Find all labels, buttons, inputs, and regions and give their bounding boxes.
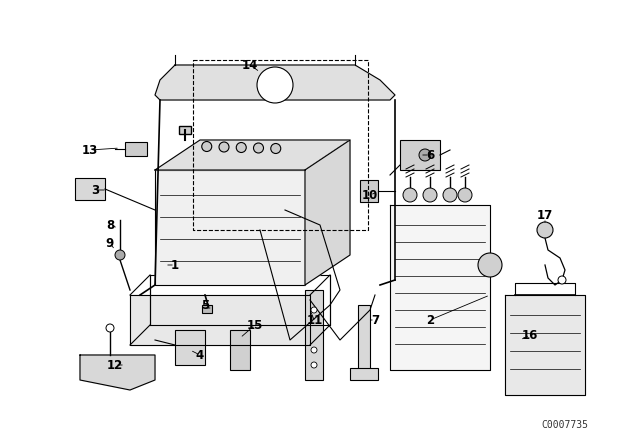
Text: 2: 2	[426, 314, 434, 327]
Circle shape	[423, 188, 437, 202]
Text: 6: 6	[426, 148, 434, 161]
Bar	[360, 180, 378, 202]
Bar	[400, 140, 440, 170]
Circle shape	[236, 142, 246, 152]
Text: 13: 13	[82, 143, 98, 156]
Text: 11: 11	[307, 314, 323, 327]
Text: 1: 1	[171, 258, 179, 271]
Polygon shape	[390, 205, 490, 370]
Text: C0007735: C0007735	[541, 420, 589, 430]
Circle shape	[458, 188, 472, 202]
Text: 14: 14	[242, 59, 258, 72]
Circle shape	[537, 222, 553, 238]
Bar	[179, 126, 191, 134]
Polygon shape	[155, 170, 305, 285]
Circle shape	[419, 149, 431, 161]
Circle shape	[478, 253, 502, 277]
Circle shape	[219, 142, 229, 152]
Polygon shape	[80, 355, 155, 390]
Text: 3: 3	[91, 184, 99, 197]
Text: 10: 10	[362, 189, 378, 202]
Text: 12: 12	[107, 358, 123, 371]
Text: 17: 17	[537, 208, 553, 221]
Text: 15: 15	[247, 319, 263, 332]
Bar	[75, 178, 105, 200]
Polygon shape	[505, 295, 585, 395]
Text: 5: 5	[201, 298, 209, 311]
Circle shape	[202, 142, 212, 151]
Circle shape	[443, 188, 457, 202]
Polygon shape	[305, 140, 350, 285]
Circle shape	[271, 143, 281, 154]
Bar	[125, 142, 147, 156]
Polygon shape	[155, 65, 395, 100]
Text: 4: 4	[196, 349, 204, 362]
Bar	[358, 305, 370, 370]
Bar	[175, 330, 205, 365]
Circle shape	[311, 362, 317, 368]
Polygon shape	[155, 140, 350, 170]
Bar	[350, 368, 378, 380]
Polygon shape	[130, 295, 310, 345]
Bar	[305, 290, 323, 380]
Bar	[202, 305, 212, 313]
Text: 9: 9	[106, 237, 114, 250]
Circle shape	[106, 324, 114, 332]
Circle shape	[558, 276, 566, 284]
Circle shape	[403, 188, 417, 202]
Bar	[230, 330, 250, 370]
Circle shape	[257, 67, 293, 103]
Circle shape	[253, 143, 264, 153]
Text: 16: 16	[522, 328, 538, 341]
Text: 7: 7	[371, 314, 379, 327]
Circle shape	[311, 347, 317, 353]
Text: 8: 8	[106, 219, 114, 232]
Circle shape	[311, 307, 317, 313]
Circle shape	[115, 250, 125, 260]
